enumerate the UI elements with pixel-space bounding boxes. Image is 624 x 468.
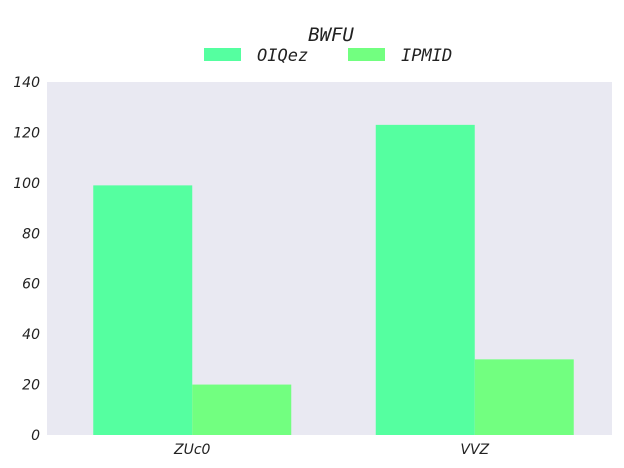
y-tick-label: 20 [22,378,40,394]
legend-label-oiqez: OIQez [257,46,308,66]
x-axis-ticks: ZUc0 VVZ [173,442,490,458]
legend: OIQez IPMID [204,46,452,66]
bar-ipmid-zuc0 [192,384,292,435]
y-tick-label: 80 [22,226,40,242]
y-tick-label: 0 [31,428,40,444]
y-tick-label: 60 [22,277,40,293]
legend-swatch-oiqez [204,48,241,61]
y-axis-ticks: 0 20 40 60 80 100 120 140 [13,75,40,444]
x-tick-label: ZUc0 [173,442,211,458]
bar-oiqez-zuc0 [93,185,193,435]
bar-ipmid-vvz [474,359,574,435]
legend-swatch-ipmid [348,48,385,61]
bars [93,124,574,435]
y-tick-label: 140 [13,75,40,91]
y-tick-label: 40 [22,327,40,343]
bar-oiqez-vvz [375,124,475,435]
legend-label-ipmid: IPMID [401,46,452,66]
x-tick-label: VVZ [460,442,489,458]
y-tick-label: 100 [13,176,40,192]
chart-title: BWFU [308,24,354,46]
y-tick-label: 120 [13,125,40,141]
